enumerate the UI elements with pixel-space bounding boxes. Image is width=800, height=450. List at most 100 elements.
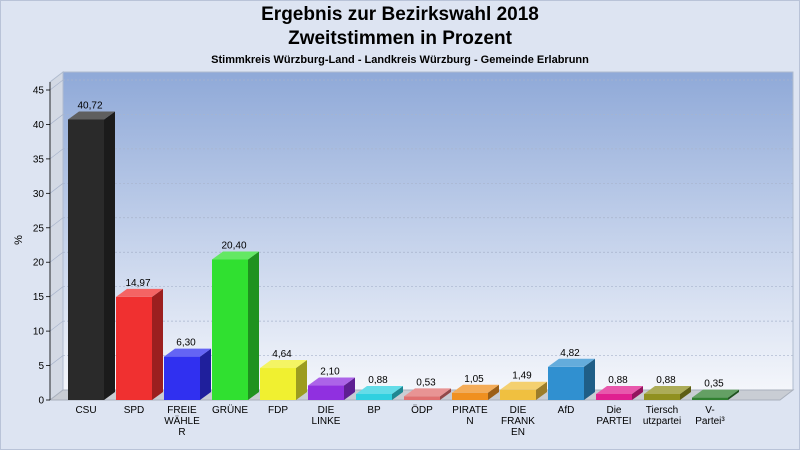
bar — [452, 384, 499, 400]
bar-front — [548, 366, 584, 400]
bar-top — [452, 384, 499, 393]
x-tick-label: DIE FRANK EN — [501, 405, 535, 438]
bar-top — [212, 251, 259, 260]
bar-side — [584, 358, 595, 400]
bar-front — [260, 368, 296, 400]
y-tick-label: 10 — [33, 327, 45, 338]
bar-top — [164, 348, 211, 357]
bar-front — [404, 396, 440, 400]
bar-side — [200, 348, 211, 400]
data-label: 1,05 — [464, 374, 484, 385]
bar-side — [296, 360, 307, 400]
plot-back-wall — [62, 71, 794, 391]
chart-title: Ergebnis zur Bezirkswahl 2018 — [261, 4, 539, 25]
bar — [68, 111, 115, 401]
gridline-side — [49, 114, 64, 125]
x-tick-label: PIRATE N — [452, 405, 488, 427]
bar — [356, 385, 403, 400]
gridline-side — [49, 251, 64, 263]
gridline-side — [49, 148, 64, 160]
data-label: 0,35 — [704, 379, 724, 390]
data-label: 2,10 — [320, 367, 340, 378]
x-tick-label: AfD — [558, 405, 575, 416]
bar-top — [500, 381, 547, 390]
bar-top — [356, 385, 403, 394]
data-label: 40,72 — [77, 100, 102, 111]
bar-top — [308, 377, 355, 386]
bar-top — [260, 360, 307, 369]
data-label: 4,82 — [560, 348, 580, 359]
bar-front — [356, 393, 392, 400]
data-label: 0,88 — [656, 375, 676, 386]
bar-side — [344, 377, 355, 400]
bar-side — [440, 388, 451, 400]
bar-top — [644, 385, 691, 394]
gridline-side — [49, 79, 64, 91]
y-tick-label: 40 — [33, 120, 45, 131]
bar — [404, 388, 451, 400]
bar-top — [116, 288, 163, 297]
data-label: 0,53 — [416, 377, 436, 388]
bar — [644, 385, 691, 400]
bar — [212, 251, 259, 400]
gridline-side — [49, 286, 64, 297]
bar-side — [392, 385, 403, 400]
x-tick-label: FDP — [268, 405, 288, 416]
x-tick-label: ÖDP — [411, 404, 433, 416]
data-label: 0,88 — [368, 375, 388, 386]
x-tick-label: GRÜNE — [212, 404, 248, 416]
bar — [500, 381, 547, 400]
x-tick-label: V-Partei³ — [695, 405, 725, 427]
bar-side — [728, 389, 739, 400]
bar — [308, 377, 355, 400]
bar-front — [68, 119, 104, 401]
gridline-side — [49, 183, 64, 194]
bar-side — [488, 384, 499, 400]
bar-front — [596, 393, 632, 400]
bar — [260, 360, 307, 400]
gridline-side — [49, 217, 64, 229]
gridline-side — [49, 355, 64, 366]
x-tick-label: Die PARTEI — [596, 405, 631, 427]
data-label: 4,64 — [272, 349, 292, 360]
y-tick-label: 30 — [33, 189, 45, 200]
chart-subtitle-2: Stimmkreis Würzburg-Land - Landkreis Wür… — [211, 54, 589, 66]
bar-front — [308, 385, 344, 400]
bar-front — [644, 393, 680, 400]
x-tick-label: SPD — [124, 405, 145, 416]
bar — [692, 389, 739, 400]
x-tick-label: Tiersch utzpartei — [643, 405, 681, 427]
bar-side — [248, 251, 259, 400]
bar — [596, 385, 643, 400]
bar-top — [404, 388, 451, 397]
x-tick-label: BP — [367, 405, 381, 416]
bar-side — [632, 385, 643, 400]
bar-side — [104, 111, 115, 401]
bar-top — [692, 389, 739, 398]
bar-front — [692, 397, 728, 400]
y-tick-label: 35 — [33, 154, 45, 165]
bar-side — [152, 288, 163, 400]
x-tick-label: DIE LINKE — [312, 405, 341, 427]
bar-top — [548, 358, 595, 367]
bar-top — [68, 111, 115, 120]
bar — [164, 348, 211, 400]
y-axis-label: % — [13, 235, 25, 245]
bar-front — [500, 389, 536, 400]
y-tick-label: 25 — [33, 223, 45, 234]
plot-left-wall — [49, 70, 64, 402]
data-label: 20,40 — [221, 240, 246, 251]
x-tick-label: FREIE WÄHLE R — [164, 405, 200, 438]
bar-side — [680, 385, 691, 400]
chart-subtitle: Zweitstimmen in Prozent — [288, 28, 512, 49]
bar-front — [116, 296, 152, 400]
bar-front — [212, 259, 248, 400]
bar-front — [164, 356, 200, 400]
bar-front — [452, 392, 488, 400]
data-label: 0,88 — [608, 375, 628, 386]
gridline-side — [49, 320, 64, 332]
bar-top — [596, 385, 643, 394]
y-tick-label: 5 — [38, 361, 44, 372]
y-tick-label: 45 — [33, 86, 45, 97]
